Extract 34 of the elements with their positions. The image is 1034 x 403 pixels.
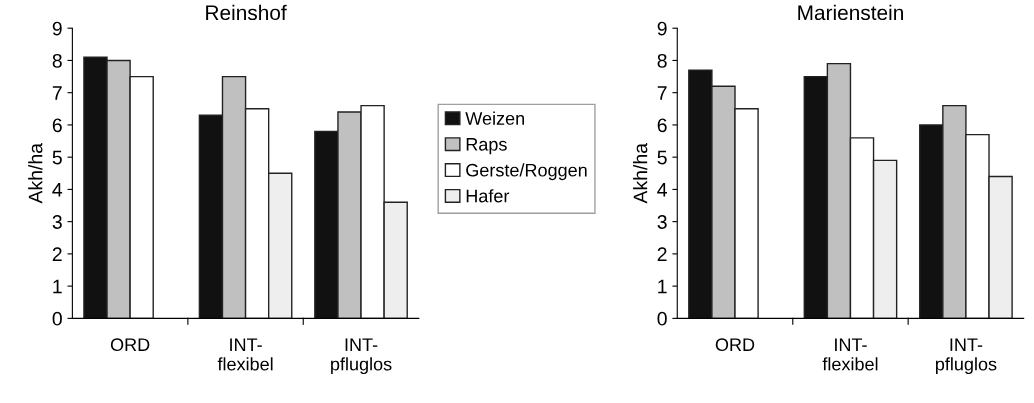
y-tick-label: 2	[657, 247, 667, 261]
y-tick-label: 8	[52, 53, 62, 68]
y-tick-label: 3	[52, 215, 62, 229]
chart-title: Marienstein	[798, 4, 903, 21]
y-tick-label: 5	[52, 150, 62, 165]
legend-label: Hafer	[466, 189, 510, 203]
x-tick-label: ORD	[715, 338, 755, 352]
y-tick-label: 9	[657, 21, 667, 36]
y-tick-label: 5	[657, 150, 667, 165]
y-axis-title: Akh/ha	[633, 143, 648, 204]
x-tick-label: INT- pfluglos	[331, 338, 392, 375]
y-tick-label: 6	[52, 118, 62, 133]
y-tick-label: 2	[52, 247, 62, 261]
x-tick-label: INT- flexibel	[822, 338, 878, 371]
y-tick-label: 6	[657, 118, 667, 133]
y-tick-label: 1	[53, 279, 62, 294]
y-tick-label: 7	[657, 86, 667, 100]
x-tick-label: INT- pfluglos	[935, 338, 997, 375]
y-tick-label: 7	[52, 86, 62, 100]
y-tick-label: 4	[657, 183, 667, 197]
y-tick-label: 0	[657, 311, 667, 326]
y-tick-label: 4	[52, 183, 63, 197]
y-tick-label: 9	[52, 21, 62, 36]
y-axis-title: Akh/ha	[28, 143, 43, 204]
y-tick-label: 0	[52, 311, 62, 326]
y-tick-label: 3	[657, 215, 667, 229]
legend-label: Raps	[466, 138, 507, 155]
x-tick-label: ORD	[110, 338, 150, 352]
x-tick-label: INT- flexibel	[217, 338, 273, 371]
y-tick-label: 1	[658, 279, 667, 294]
y-tick-label: 8	[657, 53, 667, 68]
chart-title: Reinshof	[206, 4, 287, 21]
legend-label: Weizen	[465, 111, 524, 125]
legend-label: Gerste/Roggen	[466, 163, 587, 181]
